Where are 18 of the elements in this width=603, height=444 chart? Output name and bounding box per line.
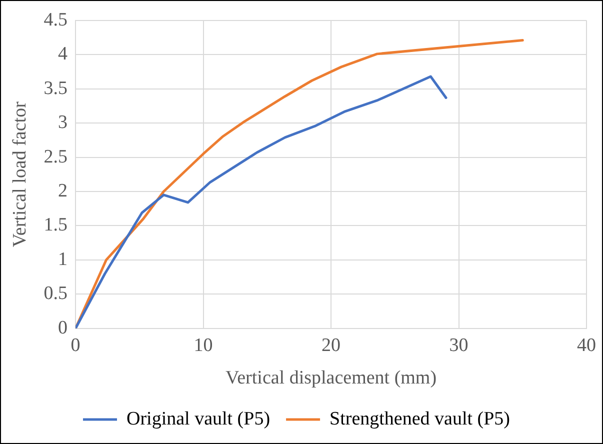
x-tick-label: 40: [577, 334, 596, 356]
y-tick-label: 4.5: [44, 9, 68, 30]
legend-label: Original vault (P5): [126, 408, 270, 430]
y-tick-label: 2.5: [44, 146, 68, 168]
y-tick-label: 2: [58, 180, 68, 202]
y-tick-label: 0.5: [44, 283, 68, 304]
x-tick-label: 20: [322, 334, 341, 356]
y-tick-label: 3.5: [44, 78, 68, 99]
legend-label: Strengthened vault (P5): [330, 408, 510, 430]
y-tick-label: 1.5: [44, 214, 68, 236]
x-axis-title: Vertical displacement (mm): [226, 368, 437, 389]
y-tick-label: 3: [58, 112, 68, 134]
x-tick-label: 30: [449, 334, 468, 356]
y-tick-label: 4: [58, 44, 68, 65]
y-tick-label: 0: [58, 317, 68, 338]
y-tick-label: 1: [58, 248, 68, 270]
y-axis-title: Vertical load factor: [9, 100, 30, 248]
x-tick-label: 10: [194, 334, 213, 356]
